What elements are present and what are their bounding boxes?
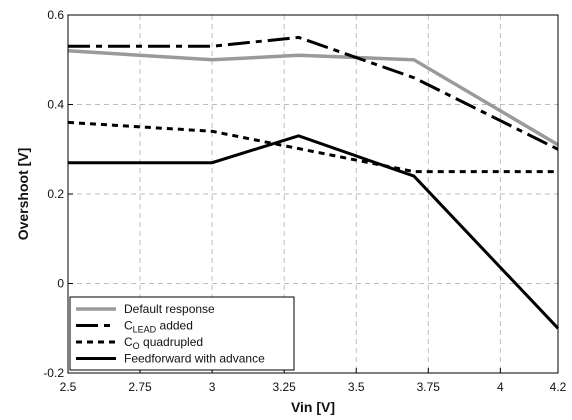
x-tick-label: 3.5: [348, 380, 365, 394]
series-line-2: [68, 35, 559, 151]
x-tick-label: 3.75: [417, 380, 441, 394]
legend-label: Feedforward with advance: [124, 352, 265, 366]
x-axis-title: Vin [V]: [291, 399, 335, 415]
x-tick-label: 3: [209, 380, 216, 394]
legend-label: CO quadrupled: [124, 335, 203, 351]
series-line-1: [67, 49, 559, 147]
series-line-3: [67, 120, 558, 174]
axis-ticks: 2.5 2.75 3 3.25 3.5 3.75 4 4.2 -0.2 0 0.2 0.4 0.6: [43, 8, 566, 394]
series-line-4: [68, 134, 560, 330]
x-tick-label: 4: [497, 380, 504, 394]
y-tick-label: 0: [57, 277, 64, 291]
x-tick-label: 4.2: [550, 380, 567, 394]
y-tick-label: 0.4: [47, 98, 64, 112]
legend-label: Default response: [124, 302, 215, 316]
y-tick-label: 0.2: [47, 187, 64, 201]
legend-label: CLEAD added: [124, 319, 193, 335]
x-tick-label: 2.5: [60, 380, 77, 394]
x-tick-label: 2.75: [128, 380, 152, 394]
y-tick-label: 0.6: [47, 8, 64, 22]
y-axis-title: Overshoot [V]: [15, 148, 31, 241]
data-series: [67, 35, 560, 330]
y-tick-label: -0.2: [43, 366, 64, 380]
x-tick-label: 3.25: [272, 380, 296, 394]
